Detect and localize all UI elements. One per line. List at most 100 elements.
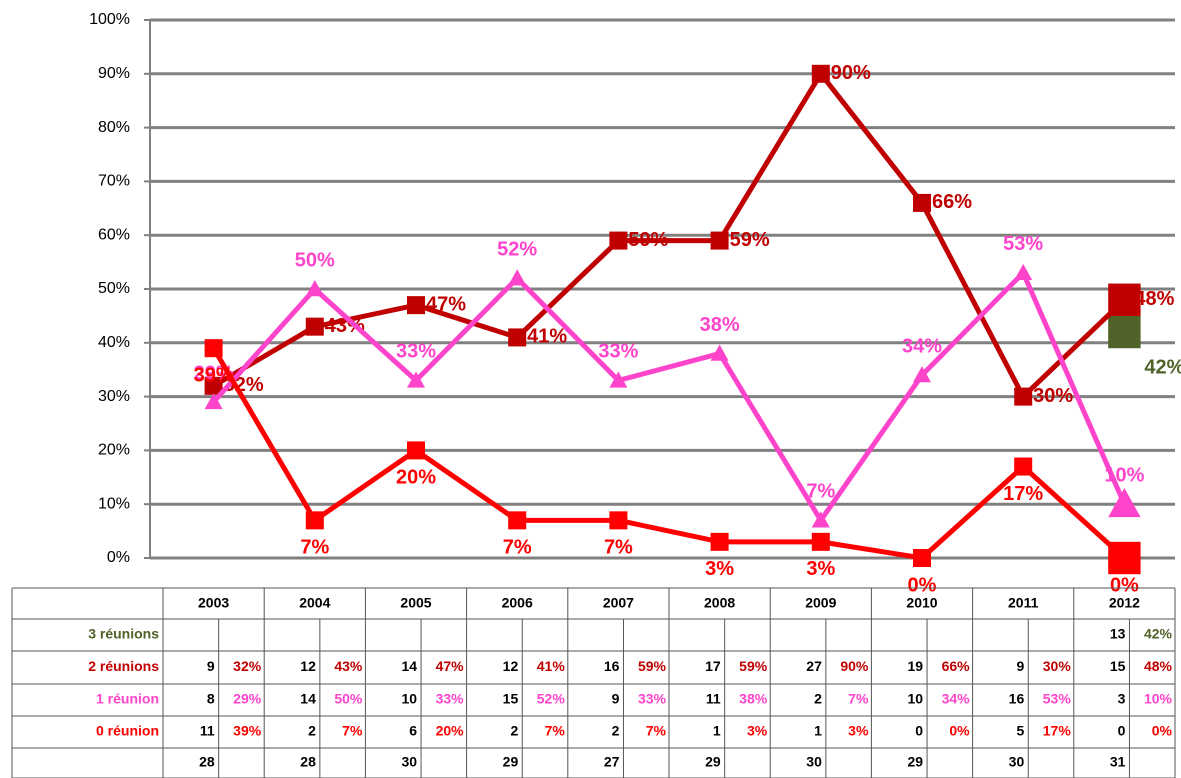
table-count: 10: [401, 691, 417, 707]
y-tick-label: 80%: [98, 119, 130, 136]
marker: [204, 376, 223, 395]
table-pct: 29%: [233, 691, 262, 707]
table-count: 6: [409, 723, 417, 739]
data-label: 7%: [503, 537, 532, 559]
table-pct: 7%: [646, 723, 667, 739]
table-count: 16: [604, 658, 620, 674]
table-header: 2006: [502, 595, 533, 611]
data-label: 0%: [1110, 574, 1139, 596]
table-count: 11: [200, 723, 215, 739]
y-tick-label: 60%: [98, 226, 130, 243]
table-count: 15: [1110, 658, 1126, 674]
table-total: 31: [1110, 754, 1126, 770]
table-count: 9: [1016, 658, 1024, 674]
marker: [913, 366, 931, 383]
data-label: 34%: [902, 335, 942, 357]
table-count: 17: [705, 658, 721, 674]
table-total: 28: [199, 754, 215, 770]
table-pct: 34%: [942, 691, 971, 707]
data-label: 48%: [1134, 288, 1174, 310]
y-tick-label: 0%: [107, 549, 130, 566]
table-total: 30: [1009, 754, 1025, 770]
table-pct: 20%: [436, 723, 465, 739]
table-header: 2003: [198, 595, 229, 611]
table-pct: 66%: [942, 658, 971, 674]
marker: [407, 296, 425, 315]
table-count: 9: [612, 691, 620, 707]
table-pct: 7%: [342, 723, 363, 739]
row-label: 2 réunions: [88, 658, 159, 674]
table-count: 19: [907, 658, 923, 674]
marker: [1014, 263, 1033, 281]
data-label: 53%: [1003, 233, 1043, 255]
y-tick-label: 10%: [98, 495, 130, 512]
row-label: 3 réunions: [88, 626, 159, 642]
table-pct: 42%: [1144, 626, 1173, 642]
table-pct: 53%: [1043, 691, 1072, 707]
table-count: 0: [1118, 723, 1126, 739]
table-pct: 3%: [747, 723, 768, 739]
table-pct: 33%: [436, 691, 465, 707]
table-pct: 39%: [233, 723, 262, 739]
table-pct: 47%: [436, 658, 465, 674]
table-pct: 43%: [334, 658, 363, 674]
table-header: 2007: [603, 595, 634, 611]
data-label: 3%: [705, 558, 734, 580]
table-pct: 30%: [1043, 658, 1072, 674]
table-header: 2008: [704, 595, 735, 611]
marker: [811, 64, 830, 83]
table-header: 2010: [906, 595, 937, 611]
table-total: 28: [300, 754, 316, 770]
data-label: 38%: [700, 314, 740, 336]
table-total: 27: [604, 754, 620, 770]
data-label: 59%: [730, 229, 770, 251]
table-total: 29: [705, 754, 721, 770]
table-count: 2: [308, 723, 316, 739]
table-count: 10: [907, 691, 923, 707]
table-count: 15: [503, 691, 519, 707]
marker: [1014, 457, 1033, 476]
marker: [609, 511, 628, 530]
marker: [1108, 541, 1141, 575]
table-count: 14: [300, 691, 316, 707]
marker: [508, 328, 527, 347]
table-count: 3: [1118, 691, 1126, 707]
data-label: 47%: [426, 293, 466, 315]
table-header: 2004: [299, 595, 330, 611]
table-count: 2: [814, 691, 822, 707]
data-label: 90%: [831, 62, 871, 84]
table-pct: 90%: [840, 658, 869, 674]
table-count: 13: [1110, 626, 1126, 642]
table-count: 12: [300, 658, 316, 674]
table-count: 2: [612, 723, 620, 739]
data-label: 0%: [908, 574, 937, 596]
data-label: 7%: [604, 537, 633, 559]
series-line: [212, 71, 1127, 400]
marker: [811, 532, 830, 551]
table-count: 1: [713, 723, 721, 739]
marker: [811, 511, 830, 528]
data-label: 50%: [295, 249, 335, 271]
marker: [913, 193, 931, 212]
table-total: 30: [806, 754, 822, 770]
y-tick-label: 100%: [89, 11, 130, 28]
marker: [609, 231, 628, 250]
table-count: 9: [207, 658, 215, 674]
data-label: 41%: [527, 326, 567, 348]
table-header: 2009: [805, 595, 836, 611]
table-pct: 59%: [638, 658, 667, 674]
table-count: 12: [503, 658, 519, 674]
table-pct: 0%: [1152, 723, 1173, 739]
marker: [305, 511, 324, 530]
marker: [609, 371, 628, 388]
table-pct: 17%: [1043, 723, 1072, 739]
table-pct: 33%: [638, 691, 667, 707]
table-count: 16: [1009, 691, 1025, 707]
table-pct: 48%: [1144, 658, 1173, 674]
marker: [508, 269, 527, 286]
marker: [407, 371, 425, 388]
y-tick-label: 40%: [98, 334, 130, 351]
data-label: 66%: [932, 191, 972, 213]
marker: [710, 344, 729, 361]
data-label: 7%: [300, 537, 329, 559]
